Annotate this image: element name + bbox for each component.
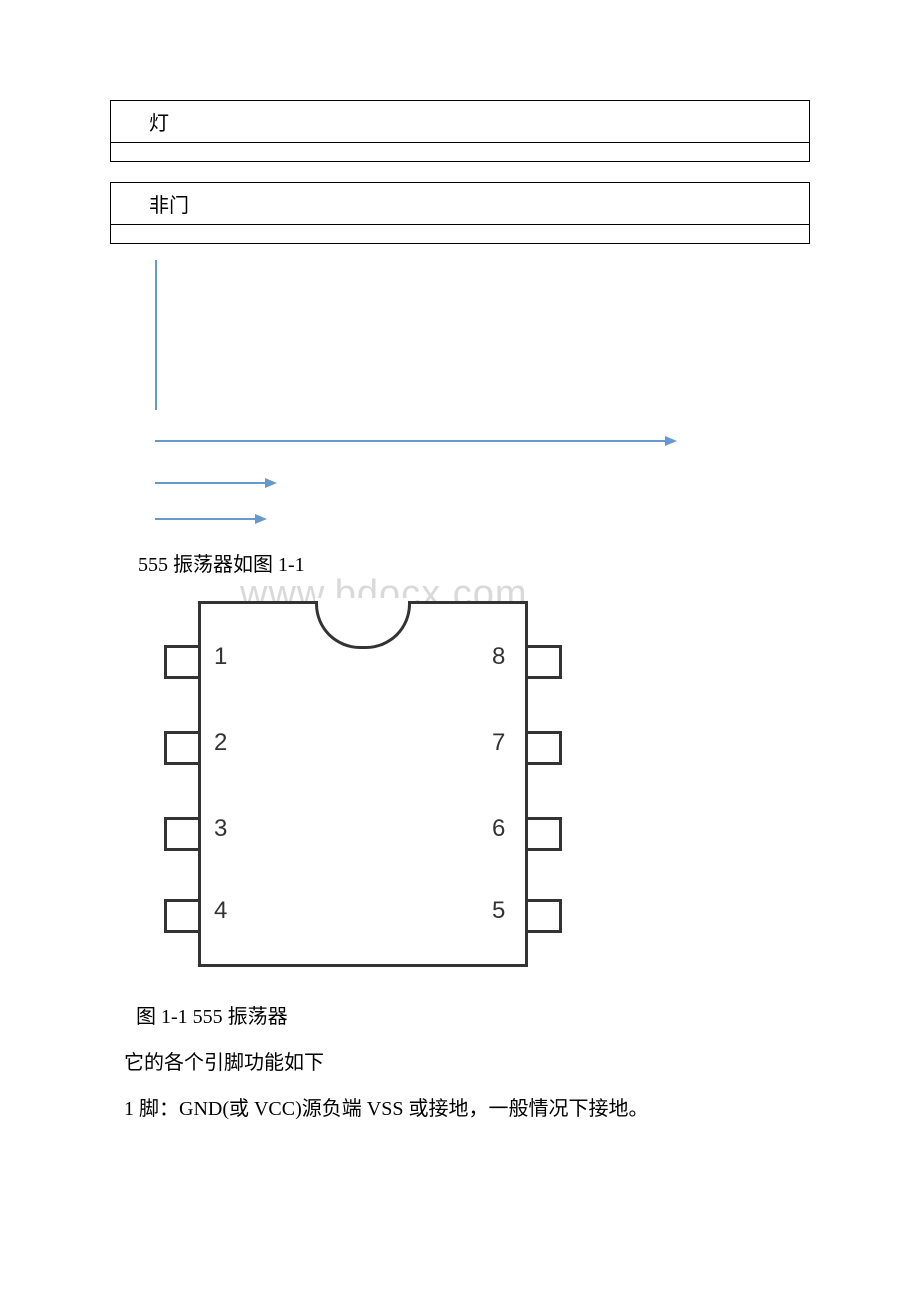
- arrow-2: [155, 482, 265, 484]
- vertical-line: [155, 260, 157, 410]
- paragraph-1: 它的各个引脚功能如下: [124, 1043, 810, 1083]
- body-text: 图 1-1 555 振荡器 它的各个引脚功能如下 1 脚：GND(或 VCC)源…: [142, 997, 810, 1129]
- pin-3-label: 3: [214, 815, 227, 843]
- arrow-1-head: [665, 436, 677, 446]
- table-1: 灯: [110, 100, 810, 162]
- pin-4-label: 4: [214, 897, 227, 925]
- pin-5-label: 5: [492, 897, 505, 925]
- arrows-diagram: [155, 260, 810, 530]
- table-1-row-2: [111, 142, 809, 161]
- chip-body: [198, 601, 528, 967]
- pin-1-label: 1: [214, 643, 227, 671]
- arrow-3-head: [255, 514, 267, 524]
- pin-6-label: 6: [492, 815, 505, 843]
- table-1-row-1: 灯: [111, 101, 809, 142]
- paragraph-2: 1 脚：GND(或 VCC)源负端 VSS 或接地，一般情况下接地。: [124, 1089, 810, 1129]
- arrow-2-head: [265, 478, 277, 488]
- arrow-3: [155, 518, 255, 520]
- table-2-row-1: 非门: [111, 183, 809, 224]
- table-2-row-2: [111, 224, 809, 243]
- pin-8-label: 8: [492, 643, 505, 671]
- pin-2-label: 2: [214, 729, 227, 757]
- figure-caption: 图 1-1 555 振荡器: [136, 997, 810, 1037]
- arrow-1: [155, 440, 665, 442]
- table-2: 非门: [110, 182, 810, 244]
- chip-notch: [315, 601, 411, 649]
- page: 灯 非门 555 振荡器如图 1-1 www.bdocx.com: [0, 0, 920, 1215]
- chip-diagram: www.bdocx.com 1 2 3 4 8 7 6 5: [150, 583, 570, 983]
- pin-7-label: 7: [492, 729, 505, 757]
